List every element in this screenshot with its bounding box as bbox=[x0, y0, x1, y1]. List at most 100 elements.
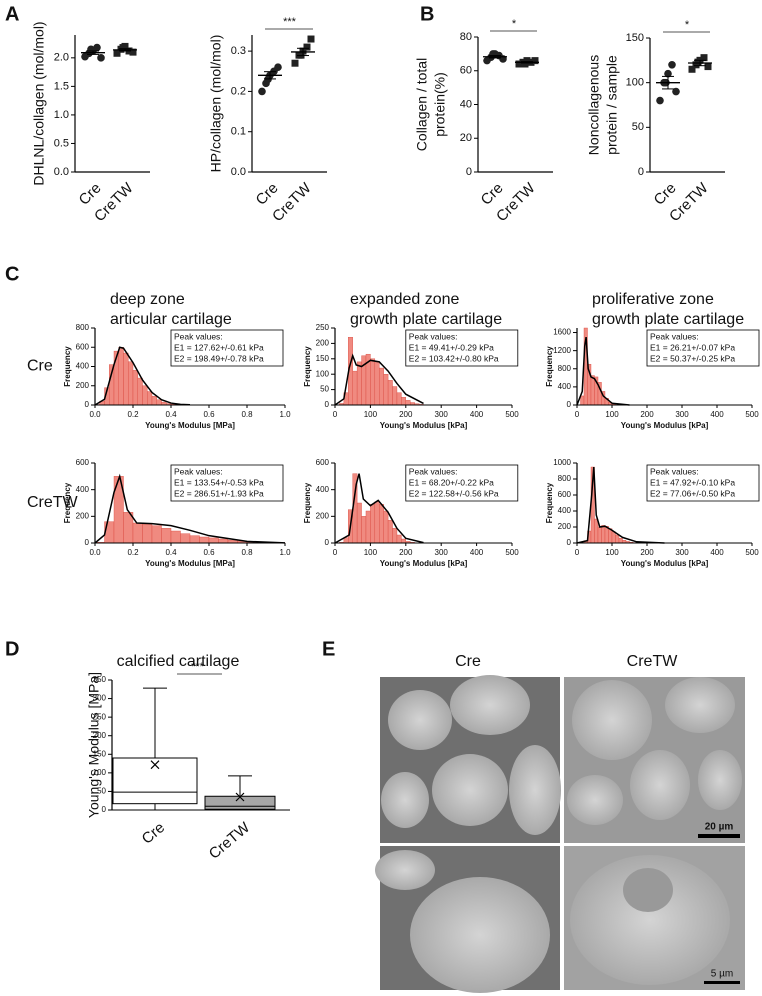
data-point bbox=[291, 59, 299, 67]
histogram-bar bbox=[147, 391, 153, 406]
histogram-bar bbox=[199, 536, 210, 544]
micrograph bbox=[380, 675, 561, 843]
micrograph bbox=[375, 846, 560, 993]
x-tick-label: 100 bbox=[605, 410, 619, 419]
y-tick-label: 600 bbox=[558, 490, 572, 499]
data-point bbox=[97, 54, 105, 62]
annotation-box bbox=[646, 464, 760, 502]
histogram-bar bbox=[405, 400, 411, 406]
annotation-box bbox=[405, 329, 519, 367]
micrograph: 20 µm bbox=[564, 677, 745, 843]
y-tick-label: 400 bbox=[558, 382, 572, 391]
x-axis-label: Young's Modulus [kPa] bbox=[380, 421, 468, 430]
scale-bar bbox=[698, 834, 740, 838]
annotation: Peak values: bbox=[174, 331, 223, 341]
histogram-bar bbox=[597, 526, 602, 544]
histogram-bar bbox=[352, 370, 358, 406]
histogram-bar bbox=[580, 395, 585, 406]
cell bbox=[432, 754, 508, 826]
annotation-box bbox=[170, 464, 284, 502]
scale-bar bbox=[704, 981, 740, 984]
cell bbox=[388, 690, 452, 750]
y-axis-label: Frequency bbox=[545, 346, 554, 387]
histogram-bar bbox=[161, 528, 172, 544]
y-axis-label: Frequency bbox=[63, 346, 72, 387]
x-tick-label: 200 bbox=[640, 548, 654, 557]
x-axis-label: Young's Modulus [MPa] bbox=[145, 559, 235, 568]
x-tick-label: 0.4 bbox=[165, 410, 177, 419]
data-point bbox=[688, 65, 696, 73]
fit-line bbox=[94, 473, 286, 544]
y-tick-label: 250 bbox=[316, 323, 330, 332]
y-tick-label: 0 bbox=[102, 805, 107, 814]
histogram-bar bbox=[128, 361, 134, 406]
cell bbox=[630, 750, 690, 820]
annotation: E1 = 26.21+/-0.07 kPa bbox=[650, 342, 735, 352]
x-tick-label: 400 bbox=[710, 548, 724, 557]
data-point bbox=[93, 43, 101, 52]
annotation: Peak values: bbox=[174, 466, 223, 476]
x-tick-label: 400 bbox=[710, 410, 724, 419]
data-point bbox=[668, 61, 676, 69]
data-point bbox=[656, 96, 664, 105]
annotation-box bbox=[170, 329, 284, 367]
x-tick-label: 300 bbox=[675, 410, 689, 419]
scale-bar-label: 5 µm bbox=[711, 969, 733, 980]
histogram-bar bbox=[151, 525, 162, 544]
fit-line bbox=[334, 473, 424, 544]
y-tick-label: 400 bbox=[76, 485, 90, 494]
histogram-bar bbox=[392, 528, 398, 544]
cell bbox=[375, 850, 435, 890]
histogram-bar bbox=[387, 380, 393, 406]
y-tick-label: 100 bbox=[316, 369, 330, 378]
y-axis-label: Frequency bbox=[545, 482, 554, 523]
data-point bbox=[521, 60, 529, 68]
y-tick-label: 1.5 bbox=[54, 80, 69, 92]
x-axis-label: Young's Modulus [kPa] bbox=[621, 559, 709, 568]
cell bbox=[572, 680, 652, 760]
histogram-bar bbox=[370, 504, 376, 544]
histogram-bar bbox=[142, 524, 153, 544]
y-tick-label: 0 bbox=[85, 538, 90, 547]
cell bbox=[570, 855, 730, 985]
y-tick-label: 0.0 bbox=[54, 166, 69, 178]
x-tick-label: 300 bbox=[435, 410, 449, 419]
x-tick-label: 300 bbox=[435, 548, 449, 557]
y-tick-label: 0.0 bbox=[231, 166, 246, 178]
data-point bbox=[531, 57, 539, 65]
panel-label: D bbox=[5, 638, 19, 660]
x-tick-label: 400 bbox=[470, 548, 484, 557]
y-tick-label: 800 bbox=[558, 364, 572, 373]
y-tick-label: 40 bbox=[460, 98, 472, 110]
y-tick-label: 200 bbox=[93, 731, 107, 740]
y-tick-label: 60 bbox=[460, 65, 472, 77]
box bbox=[112, 757, 198, 805]
annotation: E2 = 77.06+/-0.50 kPa bbox=[650, 488, 735, 498]
mean-marker bbox=[150, 760, 160, 770]
row-label: Cre bbox=[27, 358, 53, 375]
y-tick-label: 50 bbox=[632, 121, 644, 133]
x-tick-label: 100 bbox=[364, 410, 378, 419]
histogram-bar bbox=[601, 525, 606, 544]
y-axis-label: DHLNL/collagen (mol/mol) bbox=[31, 21, 47, 185]
data-point bbox=[274, 63, 282, 72]
x-tick-label: CreTW bbox=[206, 819, 254, 863]
y-tick-label: 0 bbox=[466, 166, 472, 178]
x-tick-label: 0 bbox=[575, 548, 580, 557]
y-axis-label: Young's Modulus [MPa] bbox=[86, 672, 102, 818]
annotation-box bbox=[646, 329, 760, 367]
box bbox=[204, 795, 276, 810]
y-tick-label: 0 bbox=[325, 538, 330, 547]
histogram-bar bbox=[356, 361, 362, 406]
data-point bbox=[515, 60, 523, 68]
y-tick-label: 0.2 bbox=[231, 85, 246, 97]
nucleus bbox=[623, 868, 673, 912]
histogram-bar bbox=[379, 367, 384, 406]
significance-label: *** bbox=[191, 661, 205, 673]
annotation: Peak values: bbox=[409, 331, 458, 341]
histogram-bar bbox=[151, 396, 157, 406]
y-tick-label: 0 bbox=[567, 538, 572, 547]
fit-line bbox=[576, 336, 630, 406]
